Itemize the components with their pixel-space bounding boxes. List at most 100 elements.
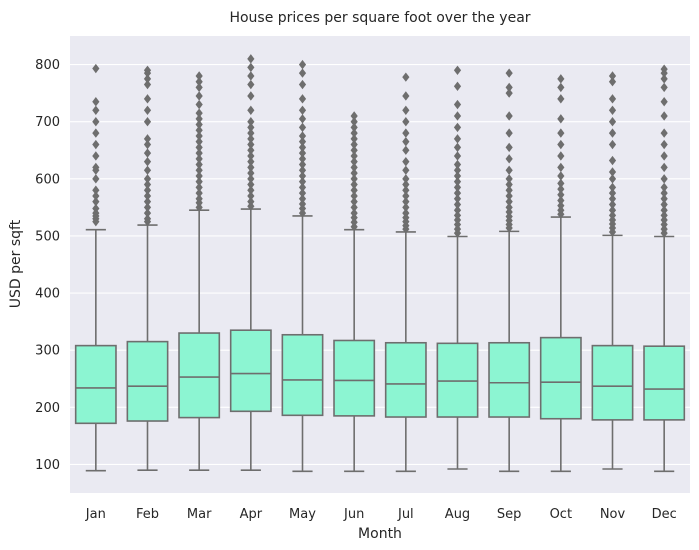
outlier-point [247, 191, 255, 201]
x-tick-label: Feb [136, 507, 159, 522]
outlier-point [402, 202, 410, 213]
outlier-point [298, 165, 307, 175]
outlier-point [247, 62, 255, 73]
outlier-point [402, 165, 410, 175]
outlier-point [143, 65, 152, 75]
outlier-point [453, 171, 462, 181]
chart-title: House prices per square foot over the ye… [229, 10, 530, 26]
y-tick-label: 200 [35, 401, 60, 416]
outlier-point [247, 117, 255, 127]
outlier-point [608, 194, 617, 204]
outlier-point [195, 142, 203, 153]
outlier-point [247, 151, 255, 161]
outlier-point [557, 74, 565, 84]
outlier-point [350, 185, 358, 195]
outlier-point [247, 128, 255, 138]
box-nov [591, 71, 634, 470]
outlier-point [557, 114, 565, 124]
outlier-point [660, 111, 668, 121]
outlier-point [298, 142, 307, 153]
outlier-point [247, 105, 255, 115]
outlier-point [608, 71, 617, 81]
outlier-point [608, 188, 617, 198]
x-axis-label: Month [358, 526, 402, 542]
outlier-point [453, 165, 462, 175]
outlier-point [143, 196, 152, 207]
outlier-point [298, 194, 307, 204]
outlier-point [402, 91, 410, 101]
outlier-point [660, 151, 668, 161]
grid-lines [70, 63, 690, 466]
outlier-point [350, 208, 358, 218]
outlier-point [453, 151, 462, 161]
outlier-point [660, 205, 668, 215]
outlier-point [402, 72, 410, 82]
outlier-point [453, 199, 462, 210]
outlier-point [298, 148, 307, 158]
outlier-point [660, 182, 668, 193]
outlier-point [402, 185, 410, 195]
outlier-point [608, 77, 617, 87]
box-iqr [643, 345, 686, 421]
outlier-point [608, 199, 617, 210]
box-oct [539, 74, 582, 473]
outlier-point [660, 64, 668, 74]
outlier-point [453, 81, 462, 91]
outlier-point [195, 154, 203, 164]
outlier-point [350, 156, 358, 167]
outlier-point [195, 137, 203, 147]
outlier-point [247, 179, 255, 190]
outlier-point [195, 165, 203, 175]
box-iqr [539, 336, 582, 420]
box-iqr [333, 339, 376, 417]
y-tick-label: 800 [35, 58, 60, 73]
outlier-point [608, 167, 617, 177]
outlier-point [608, 105, 617, 115]
outlier-point [350, 174, 358, 184]
outlier-point [195, 77, 203, 87]
box-iqr [384, 341, 427, 418]
x-tick-labels: Jan Feb Mar Apr May Jun Jul Aug Sep Oct Nov Dec [85, 507, 677, 522]
outlier-point [557, 178, 565, 189]
outlier-point [608, 205, 617, 215]
y-tick-label: 300 [35, 344, 60, 359]
box-iqr [178, 332, 221, 419]
outlier-point [92, 162, 100, 173]
outlier-point [505, 174, 513, 184]
box-iqr [488, 341, 531, 418]
box-iqr [281, 333, 324, 417]
outlier-point [247, 185, 255, 195]
outlier-point [350, 168, 358, 178]
y-tick-label: 100 [35, 458, 60, 473]
outlier-point [298, 137, 307, 147]
outlier-point [505, 196, 513, 207]
outlier-point [298, 59, 307, 70]
outlier-point [660, 139, 668, 150]
outlier-point [402, 128, 410, 138]
outlier-point [505, 88, 513, 98]
outlier-point [505, 165, 513, 175]
outlier-point [195, 188, 203, 198]
outlier-point [298, 105, 307, 115]
outlier-point [557, 171, 565, 181]
outlier-point [247, 134, 255, 144]
outlier-point [143, 79, 152, 90]
outlier-point [660, 82, 668, 93]
box-jan [74, 63, 117, 472]
outlier-point [505, 68, 513, 78]
outlier-point [453, 159, 462, 170]
box-iqr [591, 344, 634, 421]
outlier-point [350, 196, 358, 207]
outlier-point [557, 184, 565, 194]
outlier-point [608, 139, 617, 150]
outlier-point [505, 82, 513, 93]
outlier-point [505, 179, 513, 190]
outlier-point [143, 139, 152, 150]
box-mar [178, 71, 221, 471]
outlier-point [298, 79, 307, 90]
outlier-point [143, 185, 152, 195]
outlier-point [660, 210, 668, 221]
outlier-point [350, 145, 358, 155]
outlier-point [195, 194, 203, 204]
